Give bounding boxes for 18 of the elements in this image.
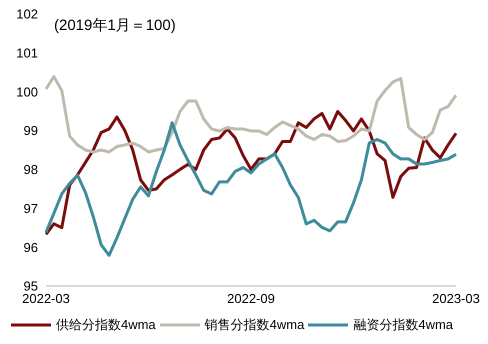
legend-label: 供给分指数4wma — [56, 316, 156, 334]
x-tick-label: 2023-03 — [432, 291, 480, 306]
line-series — [44, 121, 458, 257]
x-tick-label: 2022-09 — [227, 291, 275, 306]
legend-label: 融资分指数4wma — [353, 316, 454, 334]
y-tick-label: 100 — [16, 84, 38, 100]
line-series — [44, 110, 458, 236]
y-tick-label: 98 — [24, 162, 38, 178]
legend-label: 销售分指数4wma — [204, 316, 304, 334]
y-tick-label: 96 — [24, 240, 38, 255]
y-tick-label: 102 — [16, 6, 38, 22]
y-tick-label: 99 — [24, 123, 38, 138]
y-tick-label: 101 — [16, 45, 38, 60]
y-tick-label: 95 — [24, 278, 38, 294]
x-tick-label: 2022-03 — [22, 291, 70, 306]
line-series — [44, 75, 458, 154]
y-tick-label: 97 — [24, 200, 38, 216]
chart-title: (2019年1月＝100) — [54, 16, 176, 35]
